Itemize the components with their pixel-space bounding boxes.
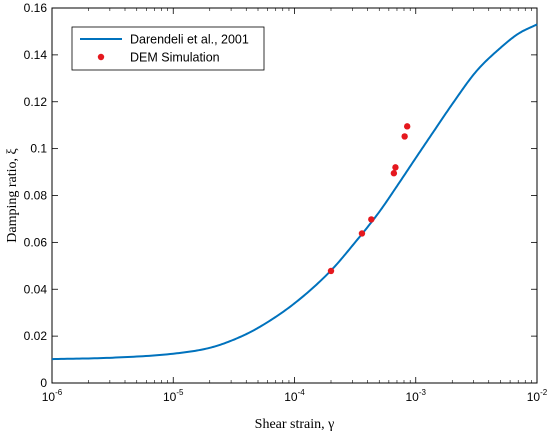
x-tick-base: 10 xyxy=(406,390,420,404)
series-line-darendeli xyxy=(51,23,538,361)
x-tick-exponent: -6 xyxy=(55,388,63,397)
legend-entry-darendeli: Darendeli et al., 2001 xyxy=(130,33,249,47)
data-point-dem xyxy=(401,133,408,140)
data-point-dem xyxy=(403,123,411,130)
x-tick-base: 10 xyxy=(163,390,177,404)
tick-labels: 10-6 10-5 10-4 10-3 10-200.020.040.060.080.1… xyxy=(24,1,548,404)
x-tick-exponent: -5 xyxy=(176,388,184,397)
y-tick-label: 0.12 xyxy=(24,95,48,109)
x-tick-exponent: -3 xyxy=(419,388,427,397)
data-point-dem xyxy=(368,216,375,223)
x-tick-base: 10 xyxy=(527,390,541,404)
y-axis-title: Damping ratio, ξ xyxy=(5,148,20,243)
y-tick-label: 0.08 xyxy=(24,189,48,203)
y-tick-label: 0.16 xyxy=(24,1,48,15)
y-tick-label: 0.02 xyxy=(24,329,48,343)
x-tick-base: 10 xyxy=(284,390,298,404)
x-tick-label: 10-2 xyxy=(527,388,548,404)
data-point-dem xyxy=(390,170,398,177)
data-point-dem xyxy=(327,267,335,275)
plot-area xyxy=(51,7,538,384)
y-tick-label: 0.14 xyxy=(24,48,48,62)
legend-box xyxy=(71,26,265,71)
series-layer xyxy=(51,23,538,361)
legend-swatch-dem xyxy=(97,53,105,61)
y-tick-label: 0.06 xyxy=(24,235,48,249)
x-tick-label: 10-6 xyxy=(42,388,63,404)
x-axis-title: Shear strain, γ xyxy=(255,417,335,432)
data-point-dem xyxy=(392,164,399,171)
x-tick-label: 10-5 xyxy=(163,388,184,404)
y-tick-label: 0.1 xyxy=(30,142,47,156)
x-tick-exponent: -2 xyxy=(540,388,548,397)
x-tick-label: 10-3 xyxy=(406,388,427,404)
y-tick-label: 0 xyxy=(40,376,47,390)
data-point-dem xyxy=(358,230,366,237)
ticks-layer xyxy=(51,7,538,384)
x-tick-base: 10 xyxy=(42,390,56,404)
legend: Darendeli et al., 2001 DEM Simulation xyxy=(71,26,265,71)
legend-entry-dem: DEM Simulation xyxy=(130,51,220,65)
y-tick-label: 0.04 xyxy=(24,282,48,296)
x-tick-label: 10-4 xyxy=(284,388,305,404)
x-tick-exponent: -4 xyxy=(298,388,306,397)
